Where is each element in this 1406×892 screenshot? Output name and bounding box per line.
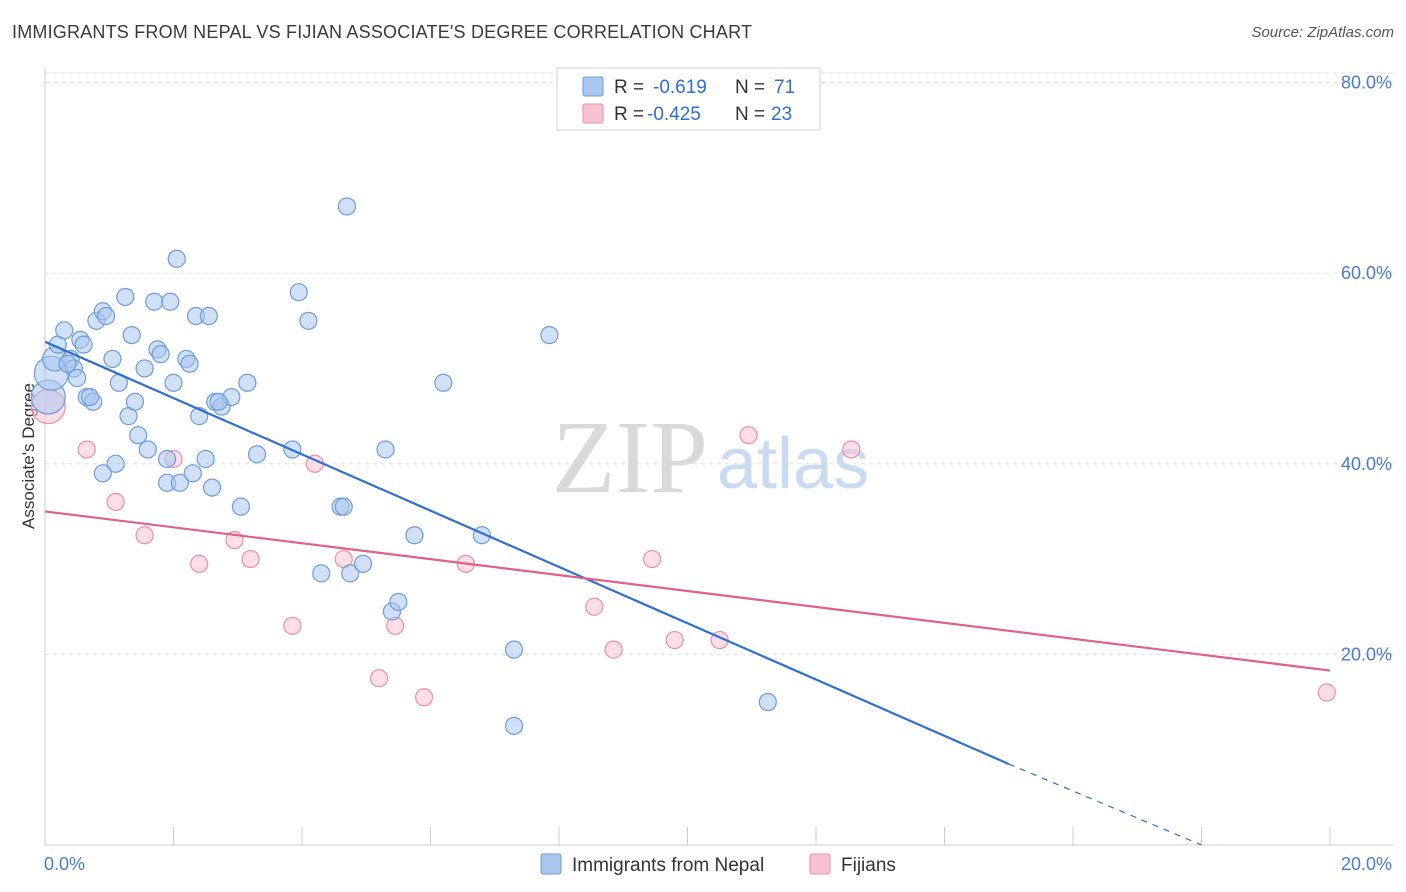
axes [44,68,1393,846]
nepal-point-40 [202,478,222,497]
fijians-point-22 [1317,683,1336,702]
nepal-point-66 [58,354,77,373]
fijians-point-11 [370,669,389,688]
series-legend: Immigrants from Nepal Fijians [540,853,896,876]
fijians-point-8 [283,616,302,635]
nepal-point-55 [353,554,373,573]
nepal-point-32 [170,473,190,492]
nepal-point-39 [199,306,218,326]
nepal-point-48 [289,283,308,302]
correlation-legend: R = -0.619 N = 71 R = -0.425 N = 23 [556,67,821,131]
nepal-point-22 [135,359,154,378]
nepal-points [30,197,777,735]
legend-n-value-1: 71 [774,77,795,98]
legend-r-label-1: R = [614,77,644,98]
nepal-point-59 [405,526,424,545]
nepal-point-30 [164,373,183,392]
chart-title: IMMIGRANTS FROM NEPAL VS FIJIAN ASSOCIAT… [12,22,753,42]
nepal-point-46 [247,445,267,464]
nepal-point-62 [504,640,524,659]
nepal-point-68 [106,454,125,473]
nepal-point-53 [337,197,357,216]
legend-swatch-fijians [582,103,604,124]
nepal-point-26 [151,345,170,364]
nepal-point-15 [103,349,122,369]
legend-r-label-2: R = [614,104,644,125]
x-tick-label-max: 20.0% [1341,854,1392,874]
legend-r-value-1: -0.619 [653,77,707,98]
fijians-point-7 [241,549,260,569]
nepal-point-69 [93,464,112,483]
source-label: Source: ZipAtlas.com [1251,24,1394,41]
nepal-point-45 [238,373,257,392]
fijians-point-18 [665,630,684,650]
nepal-point-65 [758,692,777,712]
fijians-point-17 [643,549,662,569]
nepal-point-14 [96,306,116,326]
nepal-point-17 [116,287,135,307]
fijians-point-16 [604,640,623,659]
nepal-trend-line [44,340,1010,765]
nepal-point-54 [341,564,360,583]
nepal-point-7 [68,368,87,388]
fijians-point-20 [739,426,758,445]
y-tick-label-40: 40.0% [1341,454,1392,474]
nepal-point-67 [80,387,100,407]
nepal-point-9 [74,335,93,354]
bottom-legend-label-fijians: Fijians [841,855,896,876]
nepal-point-19 [122,325,141,345]
fijians-point-1 [77,440,96,459]
bottom-legend-swatch-nepal [540,853,562,875]
fijians-point-2 [106,492,125,511]
nepal-point-29 [161,292,180,311]
trend-lines [44,340,1331,846]
bottom-legend-swatch-fijians [809,853,831,875]
nepal-point-52 [334,497,353,516]
nepal-point-38 [196,449,215,469]
nepal-point-56 [376,440,395,459]
nepal-trend-extension [1008,763,1202,846]
bottom-legend-label-nepal: Immigrants from Nepal [572,855,764,876]
watermark-zip: ZIP [552,400,708,515]
nepal-point-31 [167,249,186,268]
nepal-point-23 [138,440,157,459]
x-ticks [44,827,1331,845]
legend-n-value-2: 23 [771,104,792,125]
fijians-trend-line [44,510,1331,672]
nepal-point-58 [389,592,408,612]
legend-n-label-2: N = [735,104,765,125]
fijians-point-13 [414,688,434,707]
nepal-point-63 [504,716,524,735]
nepal-point-70 [209,392,228,411]
nepal-point-4 [55,321,74,340]
nepal-point-20 [125,392,145,411]
y-tick-label-80: 80.0% [1341,73,1392,93]
nepal-point-34 [180,354,199,373]
y-tick-label-60: 60.0% [1341,263,1392,283]
fijians-point-5 [190,554,209,573]
x-tick-label-min: 0.0% [44,854,85,874]
legend-r-value-2: -0.425 [647,104,701,125]
nepal-point-24 [145,292,164,311]
nepal-point-21 [129,426,148,445]
nepal-point-49 [299,311,318,330]
y-axis-title: Associate's Degree [19,383,38,529]
nepal-point-64 [540,325,559,345]
y-tick-labels: 20.0% 40.0% 60.0% 80.0% [1341,73,1392,665]
nepal-point-35 [183,464,202,483]
fijians-point-15 [585,597,604,616]
legend-swatch-nepal [582,76,604,97]
nepal-point-50 [312,564,331,583]
nepal-point-44 [231,497,251,516]
fijians-point-21 [842,440,861,459]
nepal-point-27 [157,449,177,469]
y-tick-label-20: 20.0% [1341,644,1392,664]
legend-n-label-1: N = [735,77,765,98]
nepal-point-60 [434,373,453,392]
fijians-point-3 [135,526,154,545]
